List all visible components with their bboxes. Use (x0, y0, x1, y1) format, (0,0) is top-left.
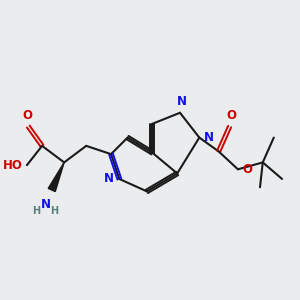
Text: O: O (242, 163, 252, 176)
Polygon shape (48, 162, 64, 192)
Text: O: O (226, 110, 236, 122)
Text: N: N (204, 131, 214, 144)
Text: N: N (104, 172, 114, 185)
Text: H: H (50, 206, 59, 216)
Text: O: O (22, 110, 32, 122)
Text: N: N (176, 95, 186, 108)
Text: HO: HO (3, 159, 23, 172)
Text: N: N (41, 198, 51, 211)
Text: H: H (32, 206, 40, 216)
